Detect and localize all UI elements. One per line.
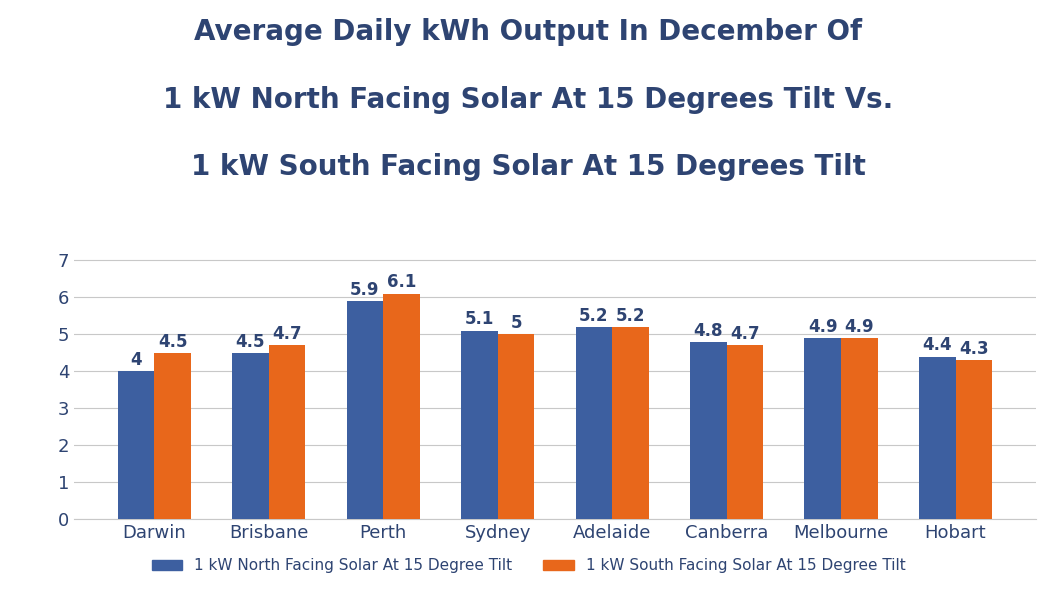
Text: 4.4: 4.4 bbox=[923, 336, 952, 355]
Bar bbox=[841, 338, 877, 519]
Bar bbox=[956, 360, 993, 519]
Bar bbox=[117, 371, 154, 519]
Text: 5.2: 5.2 bbox=[616, 307, 645, 324]
Bar bbox=[233, 353, 268, 519]
Bar bbox=[726, 345, 763, 519]
Text: Average Daily kWh Output In December Of: Average Daily kWh Output In December Of bbox=[194, 18, 863, 45]
Text: 4.5: 4.5 bbox=[236, 333, 265, 350]
Text: 5.1: 5.1 bbox=[465, 310, 494, 329]
Text: 4.9: 4.9 bbox=[845, 318, 874, 336]
Bar bbox=[498, 335, 535, 519]
Text: 4: 4 bbox=[130, 351, 142, 369]
Text: 4.3: 4.3 bbox=[959, 340, 988, 358]
Text: 6.1: 6.1 bbox=[387, 273, 416, 291]
Text: 4.7: 4.7 bbox=[273, 325, 302, 343]
Text: 1 kW South Facing Solar At 15 Degrees Tilt: 1 kW South Facing Solar At 15 Degrees Ti… bbox=[191, 153, 866, 181]
Bar bbox=[690, 342, 726, 519]
Bar bbox=[268, 345, 305, 519]
Text: 5: 5 bbox=[511, 314, 522, 332]
Bar bbox=[612, 327, 649, 519]
Legend: 1 kW North Facing Solar At 15 Degree Tilt, 1 kW South Facing Solar At 15 Degree : 1 kW North Facing Solar At 15 Degree Til… bbox=[146, 552, 911, 579]
Bar bbox=[154, 353, 191, 519]
Bar bbox=[919, 356, 956, 519]
Bar bbox=[804, 338, 841, 519]
Text: 5.2: 5.2 bbox=[579, 307, 609, 324]
Text: 5.9: 5.9 bbox=[350, 281, 379, 299]
Bar bbox=[461, 330, 498, 519]
Bar bbox=[575, 327, 612, 519]
Text: 4.8: 4.8 bbox=[693, 322, 723, 339]
Bar bbox=[384, 294, 420, 519]
Bar bbox=[347, 301, 384, 519]
Text: 1 kW North Facing Solar At 15 Degrees Tilt Vs.: 1 kW North Facing Solar At 15 Degrees Ti… bbox=[164, 86, 893, 113]
Text: 4.9: 4.9 bbox=[808, 318, 837, 336]
Text: 4.5: 4.5 bbox=[157, 333, 187, 350]
Text: 4.7: 4.7 bbox=[730, 325, 760, 343]
